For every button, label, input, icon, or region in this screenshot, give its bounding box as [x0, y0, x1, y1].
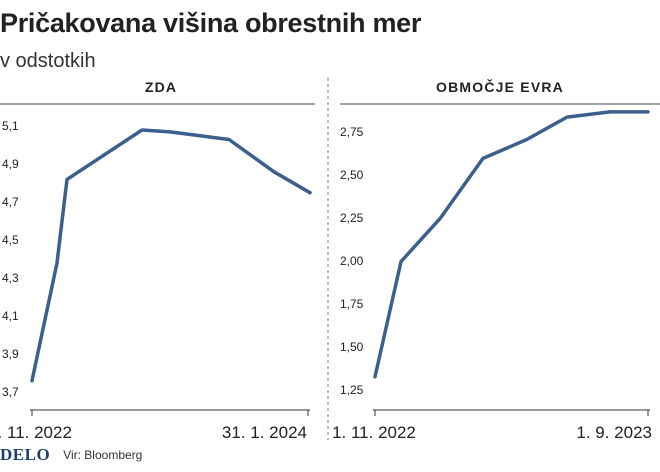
zda-x-label: 31. 1. 2024 — [222, 423, 307, 442]
zda-y-tick-label: 3,7 — [2, 385, 19, 399]
euro-y-tick-label: 2,25 — [340, 211, 364, 225]
delo-logo: DELO — [0, 445, 51, 464]
euro-y-tick-label: 2,75 — [340, 125, 364, 139]
euro-x-label: 1. 11. 2022 — [332, 423, 416, 442]
zda-y-tick-label: 4,7 — [2, 195, 19, 209]
zda-y-tick-label: 5,1 — [2, 119, 19, 133]
euro-series-line — [373, 110, 650, 379]
zda-series-line — [30, 128, 312, 383]
euro-y-tick-label: 1,25 — [340, 383, 364, 397]
euro-panel-title: OBMOČJE EVRA — [436, 78, 564, 95]
zda-y-tick-label: 4,9 — [2, 157, 19, 171]
zda-x-label: 3. 11. 2022 — [0, 423, 72, 442]
euro-y-tick-label: 2,00 — [340, 254, 364, 268]
zda-panel-title: ZDA — [145, 79, 177, 95]
zda-y-tick-label: 4,3 — [2, 271, 19, 285]
zda-y-tick-label: 3,9 — [2, 347, 19, 361]
euro-y-tick-label: 2,50 — [340, 168, 364, 182]
chart-subtitle: v odstotkih — [0, 50, 96, 72]
euro-y-tick-label: 1,75 — [340, 297, 364, 311]
zda-y-tick-label: 4,5 — [2, 233, 19, 247]
footer: DELO Vir: Bloomberg — [0, 445, 142, 465]
source-note: Vir: Bloomberg — [63, 448, 143, 462]
euro-x-label: 1. 9. 2023 — [576, 423, 652, 442]
chart-title: Pričakovana višina obrestnih mer — [0, 8, 422, 38]
zda-y-tick-label: 4,1 — [2, 309, 19, 323]
euro-y-tick-label: 1,50 — [340, 340, 364, 354]
